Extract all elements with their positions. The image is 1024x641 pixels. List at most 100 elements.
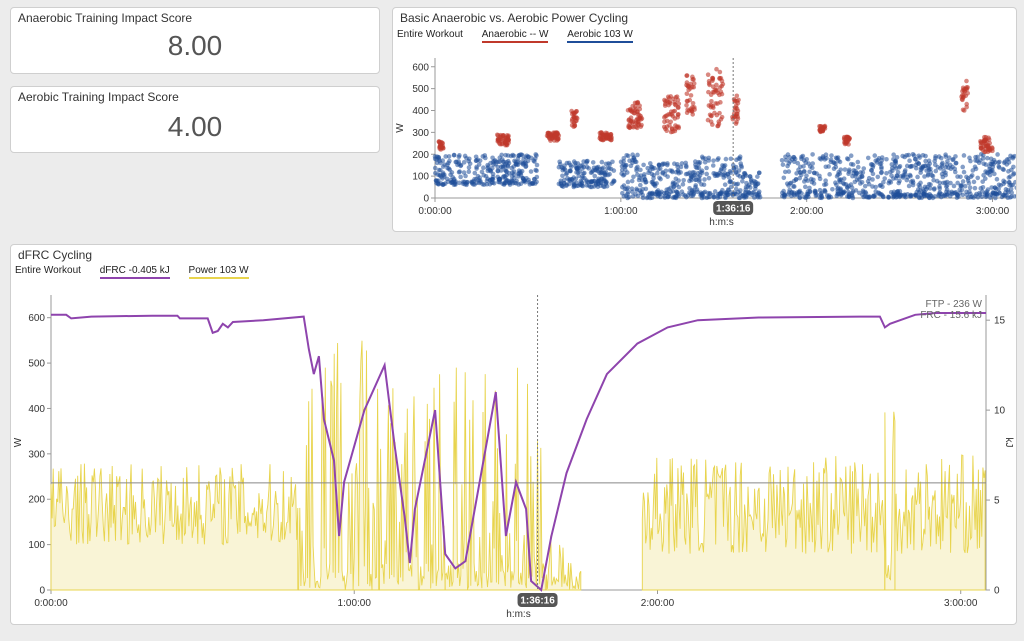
aerobic-point bbox=[457, 153, 462, 158]
aerobic-point bbox=[503, 177, 508, 182]
x-tick-label: 1:00:00 bbox=[604, 206, 638, 217]
aerobic-point bbox=[804, 156, 809, 162]
aerobic-point bbox=[588, 170, 594, 176]
anaerobic-point bbox=[985, 143, 991, 149]
aerobic-point bbox=[518, 181, 524, 187]
cursor-badge bbox=[517, 593, 558, 607]
anaerobic-point bbox=[664, 124, 670, 130]
anaerobic-point bbox=[634, 120, 639, 125]
aerobic-point bbox=[657, 175, 662, 181]
legend-aerobic[interactable]: Aerobic 103 W bbox=[567, 29, 633, 43]
aerobic-point bbox=[457, 180, 462, 186]
aerobic-point bbox=[506, 170, 512, 176]
aerobic-point bbox=[521, 156, 526, 162]
aerobic-point bbox=[753, 183, 759, 189]
anaerobic-point bbox=[684, 98, 690, 104]
aerobic-point bbox=[977, 190, 982, 196]
anaerobic-point bbox=[986, 137, 992, 142]
anaerobic-point bbox=[964, 78, 969, 84]
aerobic-point bbox=[884, 156, 889, 162]
anaerobic-point bbox=[676, 105, 681, 110]
aerobic-point bbox=[704, 165, 709, 171]
aerobic-point bbox=[1001, 178, 1006, 184]
aerobic-point bbox=[691, 188, 696, 193]
aerobic-point bbox=[848, 153, 854, 158]
aerobic-point bbox=[810, 152, 815, 157]
aerobic-point bbox=[934, 178, 940, 184]
aerobic-point bbox=[485, 162, 490, 168]
aerobic-point bbox=[781, 188, 786, 194]
anaerobic-point bbox=[600, 137, 606, 143]
aerobic-point bbox=[926, 158, 932, 164]
aerobic-point bbox=[663, 168, 669, 174]
anaerobic-point bbox=[634, 125, 640, 131]
aerobic-point bbox=[638, 182, 643, 188]
aerobic-point bbox=[697, 160, 703, 165]
anaerobic-point bbox=[717, 110, 722, 116]
aerobic-point bbox=[944, 183, 950, 188]
aerobic-point bbox=[638, 190, 644, 196]
aerobic-point bbox=[998, 183, 1004, 188]
anaerobic-point bbox=[981, 137, 987, 143]
aerobic-point bbox=[673, 176, 679, 182]
aerobic-point bbox=[629, 178, 635, 184]
aerobic-point bbox=[823, 164, 829, 170]
aerobic-point bbox=[483, 155, 488, 161]
aerobic-point bbox=[681, 177, 686, 183]
y-tick-label: 500 bbox=[28, 359, 45, 370]
frc-annotation: FRC - 15.6 kJ bbox=[920, 310, 982, 321]
anaerobic-point bbox=[436, 139, 442, 144]
aerobic-point bbox=[1013, 179, 1016, 185]
aerobic-point bbox=[621, 172, 627, 177]
aerobic-point bbox=[499, 152, 505, 158]
anaerobic-point bbox=[666, 95, 672, 101]
aerobic-point bbox=[925, 173, 931, 178]
aerobic-point bbox=[648, 164, 654, 170]
anaerobic-point bbox=[495, 133, 501, 138]
aerobic-point bbox=[978, 186, 984, 191]
aerobic-point bbox=[607, 166, 612, 171]
aerobic-point bbox=[582, 175, 587, 181]
aerobic-point bbox=[575, 170, 581, 175]
aerobic-point bbox=[584, 164, 590, 170]
aerobic-point bbox=[969, 173, 975, 178]
aerobic-point bbox=[726, 175, 732, 180]
aerobic-point bbox=[722, 163, 728, 168]
power-series-segment bbox=[884, 411, 896, 591]
anaerobic-point bbox=[686, 83, 692, 89]
power-scatter-chart[interactable]: 0 100 200 300 400 500 600 0:00:00 1:00:00 2:00:00… bbox=[393, 46, 1016, 231]
aerobic-point bbox=[938, 166, 943, 171]
legend-dfrc[interactable]: dFRC -0.405 kJ bbox=[99, 265, 170, 279]
aerobic-point bbox=[992, 185, 998, 190]
anaerobic-point bbox=[980, 147, 986, 153]
aerobic-point bbox=[823, 152, 829, 157]
legend-power[interactable]: Power 103 W bbox=[188, 265, 249, 279]
aerobic-point bbox=[950, 190, 956, 196]
anaerobic-point bbox=[638, 116, 644, 122]
legend-anaerobic[interactable]: Anaerobic -- W bbox=[481, 29, 549, 43]
anaerobic-point bbox=[676, 125, 682, 131]
aerobic-point bbox=[988, 156, 994, 162]
power-series-segment bbox=[545, 535, 582, 591]
aerobic-point bbox=[727, 178, 733, 184]
aerobic-point bbox=[687, 170, 693, 176]
aerobic-point bbox=[982, 176, 988, 181]
aerobic-point bbox=[955, 174, 960, 179]
anaerobic-point bbox=[847, 136, 852, 141]
anaerobic-point bbox=[717, 85, 723, 90]
aerobic-point bbox=[932, 194, 938, 199]
anaerobic-point bbox=[960, 107, 966, 113]
x-axis-title: h:m:s bbox=[709, 217, 733, 228]
aerobic-point bbox=[923, 153, 928, 159]
anaerobic-point bbox=[964, 86, 970, 92]
aerobic-point bbox=[621, 162, 626, 168]
aerobic-point bbox=[723, 156, 729, 162]
aerobic-point bbox=[652, 183, 658, 189]
anaerobic-point bbox=[496, 138, 501, 144]
aerobic-point bbox=[625, 153, 631, 159]
aerobic-point bbox=[818, 156, 824, 162]
aerobic-point bbox=[911, 153, 917, 158]
aerobic-point bbox=[786, 169, 792, 174]
aerobic-point bbox=[861, 194, 867, 200]
